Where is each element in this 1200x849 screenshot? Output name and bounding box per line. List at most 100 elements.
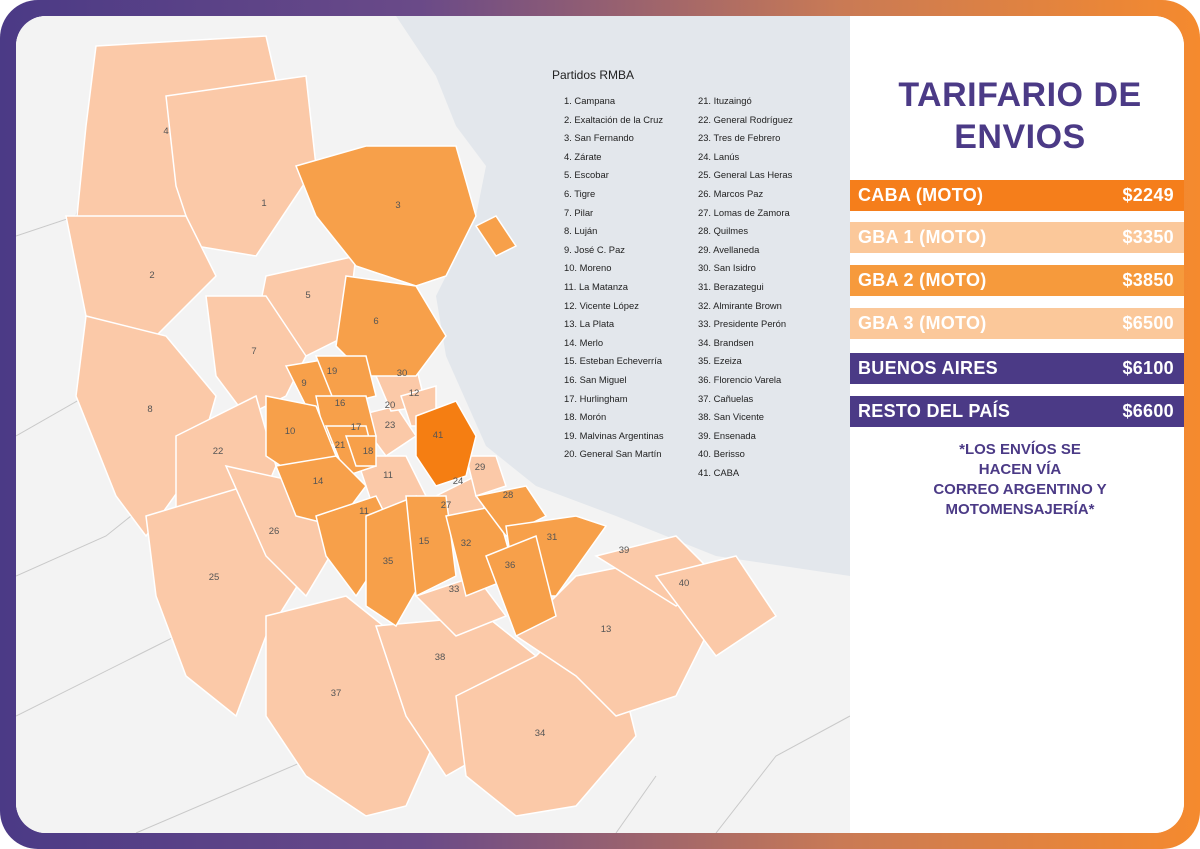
rates-panel: TARIFARIO DE ENVIOS CABA (MOTO) $2249 GBA … bbox=[850, 16, 1184, 833]
legend-item: 29. Avellaneda bbox=[698, 243, 760, 255]
rate-label: GBA 3 (MOTO) bbox=[858, 313, 987, 333]
partido-number-label: 9 bbox=[301, 378, 306, 389]
legend-item: 8. Luján bbox=[564, 225, 598, 237]
content-card: 1 2 3 4 5 6 7 8 9 10 11 11 12 13 14 15 16 17 18 19 20 21 22 23 2… bbox=[16, 16, 1184, 833]
partido-number-label: 1 bbox=[261, 198, 266, 209]
rate-label: RESTO DEL PAÍS bbox=[858, 401, 1011, 421]
rate-label: BUENOS AIRES bbox=[858, 358, 998, 378]
rate-label: GBA 1 (MOTO) bbox=[858, 227, 987, 247]
rate-price: $6500 bbox=[1122, 313, 1174, 333]
legend-item: 38. San Vicente bbox=[698, 411, 765, 423]
legend-item: 4. Zárate bbox=[564, 150, 602, 162]
partido-number-label: 29 bbox=[475, 462, 486, 473]
partido-number-label: 26 bbox=[269, 526, 280, 537]
partido-number-label: 31 bbox=[547, 532, 558, 543]
rate-row: CABA (MOTO) $2249 bbox=[850, 180, 1184, 211]
title-line-2: ENVIOS bbox=[954, 118, 1086, 156]
legend-item: 34. Brandsen bbox=[698, 336, 754, 348]
partido-number-label: 27 bbox=[441, 500, 452, 511]
page-title: TARIFARIO DE ENVIOS bbox=[850, 74, 1184, 158]
legend-item: 10. Moreno bbox=[564, 262, 612, 274]
rate-label: CABA (MOTO) bbox=[858, 185, 984, 205]
partido-number-label: 19 bbox=[327, 366, 338, 377]
rate-price: $3350 bbox=[1122, 227, 1174, 247]
legend-item: 37. Cañuelas bbox=[698, 392, 754, 404]
partido-number-label: 20 bbox=[385, 400, 396, 411]
rate-row: GBA 2 (MOTO) $3850 bbox=[850, 265, 1184, 296]
partido-number-label: 6 bbox=[373, 316, 378, 327]
legend-item: 40. Berisso bbox=[698, 448, 745, 460]
partido-number-label: 30 bbox=[397, 368, 408, 379]
rate-price: $2249 bbox=[1122, 185, 1174, 205]
legend-item: 1. Campana bbox=[564, 95, 616, 106]
partido-number-label: 21 bbox=[335, 440, 346, 451]
legend-item: 7. Pilar bbox=[564, 206, 594, 218]
legend-item: 12. Vicente López bbox=[564, 299, 639, 311]
shipping-note: *LOS ENVÍOS SE HACEN VÍA CORREO ARGENTIN… bbox=[850, 440, 1184, 520]
rate-row: RESTO DEL PAÍS $6600 bbox=[850, 396, 1184, 427]
zone-mid bbox=[265, 145, 608, 638]
legend-item: 27. Lomas de Zamora bbox=[698, 206, 790, 218]
partido-number-label: 7 bbox=[251, 346, 256, 357]
note-line: CORREO ARGENTINO Y bbox=[933, 481, 1107, 498]
legend-item: 16. San Miguel bbox=[564, 373, 627, 385]
legend-item: 41. CABA bbox=[698, 466, 740, 478]
legend-item: 30. San Isidro bbox=[698, 262, 756, 274]
partido-number-label: 24 bbox=[453, 476, 464, 487]
legend-item: 21. Ituzaingó bbox=[698, 95, 752, 106]
legend-item: 32. Almirante Brown bbox=[698, 299, 782, 311]
rate-price: $3850 bbox=[1122, 270, 1174, 290]
legend-item: 22. General Rodríguez bbox=[698, 113, 793, 125]
legend-item: 13. La Plata bbox=[564, 318, 615, 330]
partido-number-label: 39 bbox=[619, 545, 630, 556]
partido-number-label: 25 bbox=[209, 572, 220, 583]
legend-item: 5. Escobar bbox=[564, 169, 609, 181]
river-water bbox=[396, 16, 850, 576]
partidos-legend: Partidos RMBA 1. Campana 2. Exaltación de… bbox=[552, 68, 842, 488]
partido-number-label: 3 bbox=[395, 200, 400, 211]
legend-item: 6. Tigre bbox=[564, 187, 596, 199]
zone-light bbox=[65, 35, 778, 817]
partido-number-label: 41 bbox=[433, 430, 444, 441]
partido-number-label: 34 bbox=[535, 728, 546, 739]
legend-item: 31. Berazategui bbox=[698, 280, 764, 292]
rate-label: GBA 2 (MOTO) bbox=[858, 270, 987, 290]
rate-row: BUENOS AIRES $6100 bbox=[850, 353, 1184, 384]
partido-number-label: 10 bbox=[285, 426, 296, 437]
partido-number-label: 11 bbox=[383, 470, 393, 481]
map-number-labels: 1234567891011111213141516171819202122232… bbox=[147, 126, 689, 739]
legend-title: Partidos RMBA bbox=[552, 68, 635, 82]
legend-item: 3. San Fernando bbox=[564, 132, 634, 144]
partido-number-label: 4 bbox=[163, 126, 168, 137]
legend-item: 36. Florencio Varela bbox=[698, 373, 782, 385]
zone-caba bbox=[415, 400, 477, 487]
partido-number-label: 22 bbox=[213, 446, 224, 457]
rate-row: GBA 3 (MOTO) $6500 bbox=[850, 308, 1184, 339]
note-line: *LOS ENVÍOS SE bbox=[959, 441, 1081, 458]
legend-item: 9. José C. Paz bbox=[564, 243, 625, 255]
legend-column-1: 1. Campana 2. Exaltación de la Cruz 3. San… bbox=[564, 92, 664, 464]
legend-item: 14. Merlo bbox=[564, 336, 604, 348]
partido-number-label: 16 bbox=[335, 398, 346, 409]
legend-item: 28. Quilmes bbox=[698, 225, 749, 237]
partido-number-label: 23 bbox=[385, 420, 396, 431]
legend-item: 35. Ezeiza bbox=[698, 355, 742, 367]
legend-item: 17. Hurlingham bbox=[564, 392, 628, 404]
note-line: HACEN VÍA bbox=[978, 461, 1062, 478]
title-line-1: TARIFARIO DE bbox=[898, 76, 1142, 114]
legend-item: 18. Morón bbox=[564, 411, 607, 423]
partido-number-label: 18 bbox=[363, 446, 374, 457]
rate-row: GBA 1 (MOTO) $3350 bbox=[850, 222, 1184, 253]
partido-number-label: 13 bbox=[601, 624, 612, 635]
partido-number-label: 37 bbox=[331, 688, 342, 699]
partido-number-label: 33 bbox=[449, 584, 460, 595]
partido-number-label: 35 bbox=[383, 556, 394, 567]
legend-item: 25. General Las Heras bbox=[698, 169, 793, 181]
note-line: MOTOMENSAJERÍA* bbox=[945, 501, 1095, 518]
legend-item: 15. Esteban Echeverría bbox=[564, 355, 662, 367]
partido-number-label: 36 bbox=[505, 560, 516, 571]
legend-item: 20. General San Martín bbox=[564, 448, 662, 460]
map-svg: 1234567891011111213141516171819202122232… bbox=[16, 16, 850, 833]
partido-number-label: 28 bbox=[503, 490, 514, 501]
legend-item: 33. Presidente Perón bbox=[698, 318, 787, 330]
